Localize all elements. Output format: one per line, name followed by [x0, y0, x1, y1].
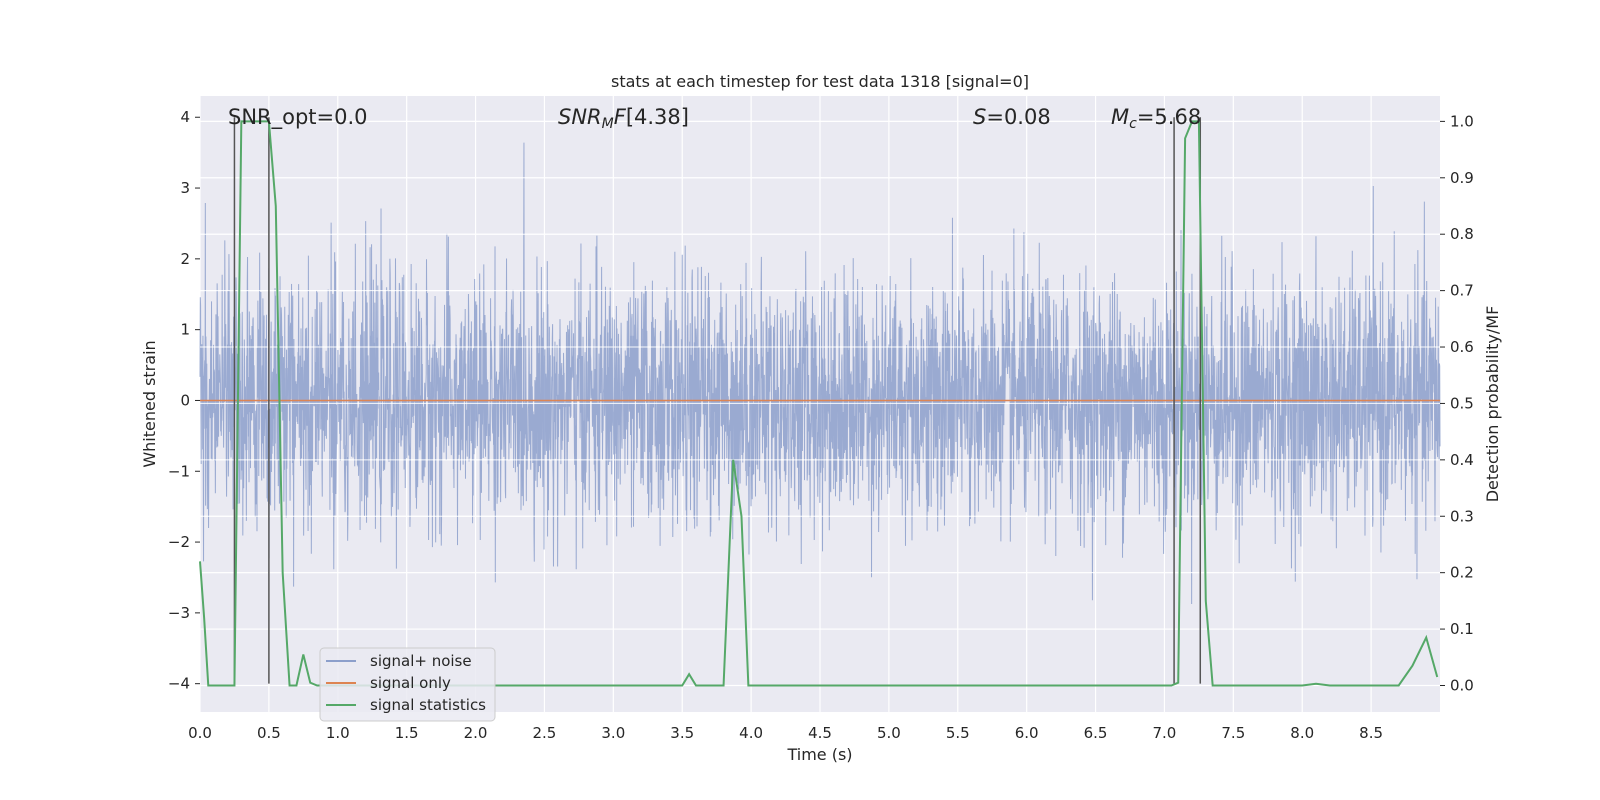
- y-tick-label: −3: [168, 604, 190, 622]
- y-tick-label: 0: [180, 391, 190, 409]
- signal-statistics-line: [199, 120, 1439, 687]
- x-tick-label: 5.0: [877, 724, 901, 742]
- x-tick-label: 3.0: [601, 724, 625, 742]
- y2-axis-label: Detection probability/MF: [1483, 306, 1502, 503]
- x-tick-label: 3.5: [670, 724, 694, 742]
- annotation-snr-mf: SNRMF[4.38]: [558, 105, 689, 132]
- annotation-snr-opt: SNR_opt=0.0: [228, 105, 368, 130]
- y2-tick-label: 0.1: [1450, 620, 1474, 638]
- x-axis-label: Time (s): [786, 745, 852, 764]
- x-tick-label: 7.0: [1153, 724, 1177, 742]
- legend-label-stats: signal statistics: [370, 696, 486, 714]
- annotation-s-stat: S=0.08: [973, 105, 1051, 129]
- y2-tick-label: 0.8: [1450, 225, 1474, 243]
- legend-label-signal: signal only: [370, 674, 451, 692]
- x-tick-label: 2.5: [533, 724, 557, 742]
- x-axis-ticks: 0.0 0.5 1.0 1.5 2.0 2.5 3.0 3.5 4.0 4.5 5.0 5.5 6.0 6…: [188, 724, 1383, 742]
- y2-tick-label: 0.2: [1450, 564, 1474, 582]
- y-axis-label: Whitened strain: [140, 340, 159, 467]
- y2-tick-label: 0.6: [1450, 338, 1474, 356]
- y-tick-label: 1: [180, 321, 190, 339]
- legend-box: [319, 647, 496, 722]
- y-tick-label: −4: [168, 675, 190, 693]
- y2-tick-label: 1.0: [1450, 112, 1474, 130]
- y2-tick-label: 0.7: [1450, 282, 1474, 300]
- y-tick-label: 3: [180, 179, 190, 197]
- y-tick-label: −2: [168, 533, 190, 551]
- y2-axis-ticks: 1.0 0.9 0.8 0.7 0.6 0.5 0.4 0.3 0.2 0.1 0.0: [1440, 112, 1474, 694]
- x-tick-label: 5.5: [946, 724, 970, 742]
- x-tick-label: 2.0: [464, 724, 488, 742]
- x-tick-label: 4.5: [808, 724, 832, 742]
- y2-tick-label: 0.4: [1450, 451, 1474, 469]
- series-signal-statistics: [199, 120, 1439, 687]
- annotation-mc-value: =5.68: [1137, 105, 1201, 129]
- legend: signal+ noise signal only signal statist…: [319, 647, 496, 722]
- x-tick-label: 7.5: [1221, 724, 1245, 742]
- annotation-s-stat-value: =0.08: [986, 105, 1050, 129]
- y-tick-label: 2: [180, 250, 190, 268]
- legend-label-noise: signal+ noise: [370, 652, 472, 670]
- x-tick-label: 8.5: [1359, 724, 1383, 742]
- x-tick-label: 8.0: [1290, 724, 1314, 742]
- x-tick-label: 6.5: [1084, 724, 1108, 742]
- x-tick-label: 0.5: [257, 724, 281, 742]
- y-tick-label: −1: [168, 462, 190, 480]
- annotation-snr-mf-value: [4.38]: [626, 105, 689, 129]
- chart-title: stats at each timestep for test data 131…: [611, 72, 1029, 91]
- y2-tick-label: 0.3: [1450, 507, 1474, 525]
- y-axis-ticks: 4 3 2 1 0 −1 −2 −3 −4: [168, 108, 200, 693]
- y2-tick-label: 0.9: [1450, 169, 1474, 187]
- x-tick-label: 0.0: [188, 724, 212, 742]
- x-tick-label: 1.5: [395, 724, 419, 742]
- x-tick-label: 6.0: [1015, 724, 1039, 742]
- y2-tick-label: 0.0: [1450, 676, 1474, 694]
- annotation-mc: Mc=5.68: [1111, 105, 1201, 132]
- x-tick-label: 1.0: [326, 724, 350, 742]
- x-tick-label: 4.0: [739, 724, 763, 742]
- y2-tick-label: 0.5: [1450, 394, 1474, 412]
- y-tick-label: 4: [180, 108, 190, 126]
